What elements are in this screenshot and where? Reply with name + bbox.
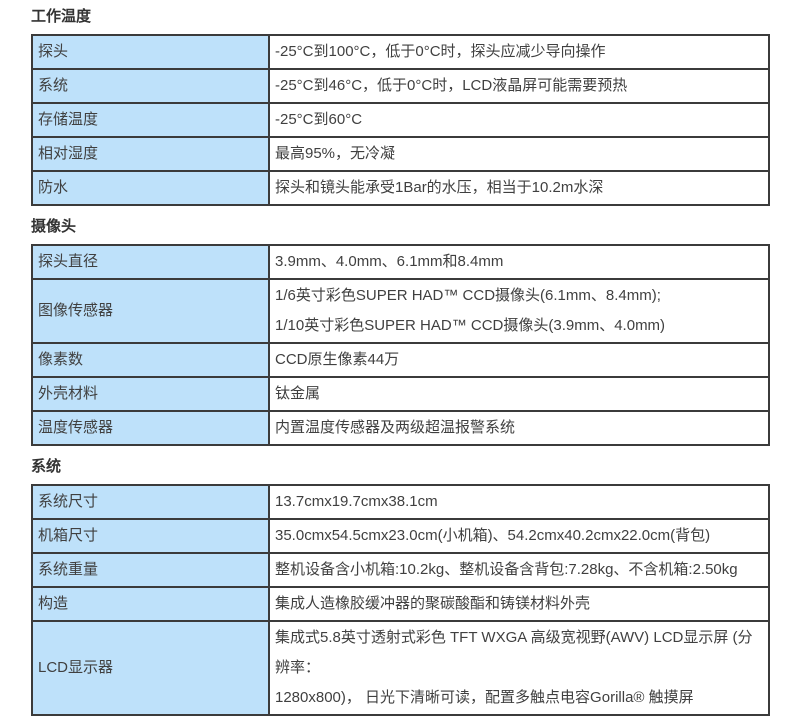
spec-value: 3.9mm、4.0mm、6.1mm和8.4mm <box>268 244 770 280</box>
spec-label: 系统尺寸 <box>31 484 270 520</box>
spec-label: 温度传感器 <box>31 410 270 446</box>
spec-label: 防水 <box>31 170 270 206</box>
spec-label: 存储温度 <box>31 102 270 138</box>
table-row: 存储温度 -25°C到60°C <box>31 102 770 138</box>
spec-value: 13.7cmx19.7cmx38.1cm <box>268 484 770 520</box>
spec-value: 内置温度传感器及两级超温报警系统 <box>268 410 770 446</box>
table-row: 构造 集成人造橡胶缓冲器的聚碳酸酯和铸镁材料外壳 <box>31 586 770 622</box>
section-title: 工作温度 <box>31 8 92 25</box>
spec-label: 系统 <box>31 68 270 104</box>
table-row: 系统尺寸 13.7cmx19.7cmx38.1cm <box>31 484 770 520</box>
spec-value: 探头和镜头能承受1Bar的水压，相当于10.2m水深 <box>268 170 770 206</box>
spec-value: -25°C到46°C，低于0°C时，LCD液晶屏可能需要预热 <box>268 68 770 104</box>
table-row: 探头 -25°C到100°C，低于0°C时，探头应减少导向操作 <box>31 34 770 70</box>
section-title: 系统 <box>31 458 62 475</box>
spec-value: 集成式5.8英寸透射式彩色 TFT WXGA 高级宽视野(AWV) LCD显示屏… <box>268 620 770 716</box>
spec-table-camera: 探头直径 3.9mm、4.0mm、6.1mm和8.4mm 图像传感器 1/6英寸… <box>31 244 770 446</box>
spec-value: 最高95%，无冷凝 <box>268 136 770 172</box>
table-row: LCD显示器 集成式5.8英寸透射式彩色 TFT WXGA 高级宽视野(AWV)… <box>31 620 770 716</box>
section-working-temperature: 工作温度 探头 -25°C到100°C，低于0°C时，探头应减少导向操作 系统 … <box>31 8 770 206</box>
section-system: 系统 系统尺寸 13.7cmx19.7cmx38.1cm 机箱尺寸 35.0cm… <box>31 458 770 716</box>
spec-label: 构造 <box>31 586 270 622</box>
spec-value: 35.0cmx54.5cmx23.0cm(小机箱)、54.2cmx40.2cmx… <box>268 518 770 554</box>
table-row: 温度传感器 内置温度传感器及两级超温报警系统 <box>31 410 770 446</box>
section-camera: 摄像头 探头直径 3.9mm、4.0mm、6.1mm和8.4mm 图像传感器 1… <box>31 218 770 446</box>
spec-label: 图像传感器 <box>31 278 270 344</box>
spec-value: CCD原生像素44万 <box>268 342 770 378</box>
table-row: 像素数 CCD原生像素44万 <box>31 342 770 378</box>
table-row: 相对湿度 最高95%，无冷凝 <box>31 136 770 172</box>
spec-value: -25°C到100°C，低于0°C时，探头应减少导向操作 <box>268 34 770 70</box>
table-row: 防水 探头和镜头能承受1Bar的水压，相当于10.2m水深 <box>31 170 770 206</box>
spec-value: 1/6英寸彩色SUPER HAD™ CCD摄像头(6.1mm、8.4mm); 1… <box>268 278 770 344</box>
table-row: 系统 -25°C到46°C，低于0°C时，LCD液晶屏可能需要预热 <box>31 68 770 104</box>
spec-label: LCD显示器 <box>31 620 270 716</box>
spec-table-system: 系统尺寸 13.7cmx19.7cmx38.1cm 机箱尺寸 35.0cmx54… <box>31 484 770 716</box>
spec-label: 探头直径 <box>31 244 270 280</box>
spec-value: 钛金属 <box>268 376 770 412</box>
spec-value: 整机设备含小机箱:10.2kg、整机设备含背包:7.28kg、不含机箱:2.50… <box>268 552 770 588</box>
spec-value: -25°C到60°C <box>268 102 770 138</box>
table-row: 机箱尺寸 35.0cmx54.5cmx23.0cm(小机箱)、54.2cmx40… <box>31 518 770 554</box>
spec-label: 相对湿度 <box>31 136 270 172</box>
table-row: 外壳材料 钛金属 <box>31 376 770 412</box>
spec-value: 集成人造橡胶缓冲器的聚碳酸酯和铸镁材料外壳 <box>268 586 770 622</box>
section-title: 摄像头 <box>31 218 77 235</box>
spec-label: 像素数 <box>31 342 270 378</box>
spec-label: 探头 <box>31 34 270 70</box>
spec-label: 系统重量 <box>31 552 270 588</box>
table-row: 系统重量 整机设备含小机箱:10.2kg、整机设备含背包:7.28kg、不含机箱… <box>31 552 770 588</box>
spec-label: 外壳材料 <box>31 376 270 412</box>
table-row: 探头直径 3.9mm、4.0mm、6.1mm和8.4mm <box>31 244 770 280</box>
table-row: 图像传感器 1/6英寸彩色SUPER HAD™ CCD摄像头(6.1mm、8.4… <box>31 278 770 344</box>
spec-label: 机箱尺寸 <box>31 518 270 554</box>
spec-table-working-temperature: 探头 -25°C到100°C，低于0°C时，探头应减少导向操作 系统 -25°C… <box>31 34 770 206</box>
